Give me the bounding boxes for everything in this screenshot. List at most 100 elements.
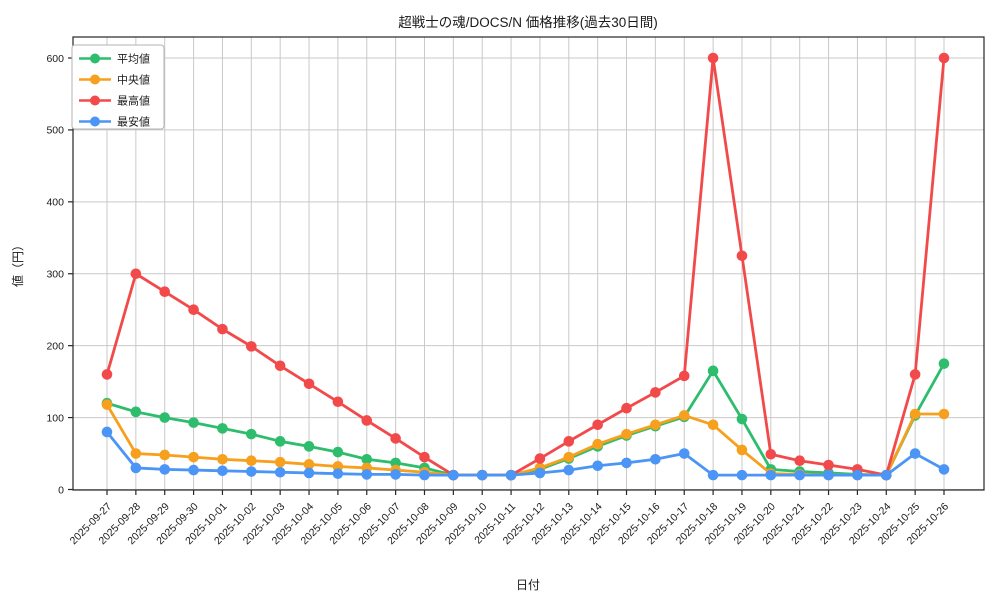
data-point-max: [419, 451, 430, 463]
y-tick-label: 600: [46, 53, 64, 65]
data-point-avg: [303, 441, 315, 452]
data-point-min: [130, 462, 142, 474]
data-point-median: [707, 419, 719, 431]
data-point-min: [534, 467, 546, 479]
y-axis-label: 値（円）: [10, 239, 25, 287]
data-point-min: [332, 468, 344, 479]
data-point-median: [101, 399, 113, 410]
legend-box: [71, 44, 165, 130]
data-point-max: [217, 323, 228, 335]
data-point-max: [621, 402, 632, 414]
data-point-min: [938, 464, 950, 475]
data-point-median: [938, 408, 950, 420]
y-tick-label: 300: [46, 269, 64, 281]
data-point-median: [274, 456, 286, 468]
x-axis-label: 日付: [516, 578, 540, 592]
y-tick-label: 500: [46, 125, 64, 137]
data-point-max: [534, 453, 546, 464]
data-point-median: [188, 451, 199, 463]
y-tick-label: 0: [58, 484, 64, 496]
data-point-median: [563, 451, 575, 463]
y-tick-label: 400: [46, 197, 64, 209]
data-point-min: [505, 469, 517, 481]
data-point-max: [592, 419, 603, 431]
data-point-max: [736, 250, 748, 262]
data-point-max: [563, 436, 575, 447]
data-point-min: [765, 469, 777, 481]
y-tick-label: 200: [46, 340, 64, 352]
data-point-min: [880, 469, 892, 481]
data-point-median: [217, 453, 228, 465]
data-point-max: [938, 52, 950, 64]
data-point-max: [909, 369, 921, 380]
data-point-min: [246, 466, 257, 477]
data-point-max: [159, 286, 171, 298]
data-point-avg: [736, 413, 748, 425]
data-point-median: [159, 449, 171, 461]
data-point-max: [707, 52, 719, 64]
legend-label-avg: 平均値: [117, 53, 150, 66]
data-point-max: [188, 304, 199, 316]
plot-area: 01002003004005006002025-09-272025-09-282…: [46, 36, 985, 547]
data-point-avg: [332, 446, 344, 458]
series-line-min: [105, 431, 945, 477]
legend-marker-max: [90, 95, 100, 106]
data-point-median: [736, 444, 748, 456]
data-point-max: [246, 341, 257, 352]
data-point-avg: [938, 358, 950, 369]
data-point-min: [794, 469, 805, 481]
legend-marker-min: [90, 116, 100, 127]
data-point-min: [101, 426, 113, 438]
legend-marker-median: [90, 74, 100, 85]
data-point-min: [419, 469, 430, 481]
data-point-avg: [274, 436, 286, 447]
series-line-avg: [106, 362, 946, 477]
data-point-avg: [130, 406, 142, 418]
data-point-avg: [246, 428, 257, 440]
data-point-min: [823, 469, 834, 481]
data-point-min: [361, 469, 373, 480]
data-point-min: [390, 469, 401, 480]
legend-label-median: 中央値: [117, 74, 150, 87]
data-point-max: [765, 448, 777, 460]
data-point-median: [130, 448, 142, 459]
data-point-avg: [159, 412, 171, 423]
legend-label-max: 最高値: [117, 94, 150, 108]
data-point-max: [390, 433, 401, 444]
data-point-max: [650, 387, 661, 398]
chart-title: 超戦士の魂/DOCS/N 価格推移(過去30日間): [398, 15, 658, 30]
data-point-median: [678, 410, 690, 421]
legend-label-min: 最安値: [117, 115, 150, 129]
data-point-min: [563, 464, 575, 476]
data-point-min: [621, 457, 632, 469]
data-point-min: [274, 466, 286, 478]
data-point-median: [621, 428, 632, 440]
data-point-min: [188, 464, 199, 476]
data-point-avg: [707, 365, 719, 377]
data-point-median: [592, 438, 603, 450]
data-point-min: [650, 453, 661, 465]
data-point-min: [448, 469, 459, 481]
data-point-max: [303, 378, 315, 390]
data-point-min: [476, 469, 488, 481]
data-point-min: [159, 464, 171, 475]
data-point-avg: [188, 417, 199, 428]
data-point-min: [707, 469, 719, 481]
data-point-max: [823, 459, 834, 471]
data-point-median: [909, 408, 921, 420]
data-point-max: [678, 370, 690, 382]
y-tick-label: 100: [46, 412, 64, 424]
data-point-min: [909, 448, 921, 459]
data-point-median: [303, 459, 315, 470]
data-point-min: [736, 469, 748, 481]
data-point-min: [303, 467, 315, 479]
plot-border: [72, 36, 985, 491]
data-point-median: [650, 419, 661, 431]
data-point-min: [217, 465, 228, 477]
legend-marker-avg: [90, 53, 100, 64]
data-point-max: [361, 415, 373, 426]
data-point-max: [130, 268, 142, 280]
data-point-max: [101, 369, 113, 380]
